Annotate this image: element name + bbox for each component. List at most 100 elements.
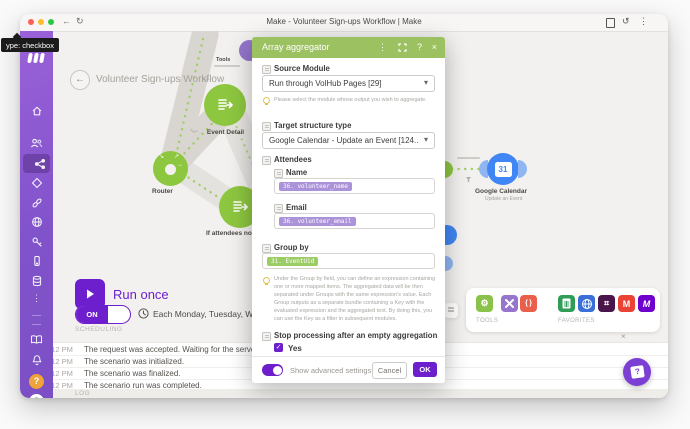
group-by-hint: Under the Group by field, you can define… — [274, 276, 436, 322]
yes-checkbox[interactable]: ✓ — [274, 343, 283, 352]
run-once-label: Run once — [113, 287, 169, 302]
traffic-minimize-icon[interactable] — [38, 19, 44, 25]
sidebar-item-datastores[interactable] — [20, 275, 53, 287]
sidebar-help-icon[interactable]: ? — [29, 374, 44, 389]
link-icon — [31, 198, 42, 208]
browser-menu-icon[interactable]: ⋮ — [639, 16, 648, 26]
text-parser-brackets-icon[interactable]: { } — [520, 295, 537, 312]
map-toggle-icon[interactable] — [274, 169, 283, 178]
cancel-button[interactable]: Cancel — [372, 362, 407, 379]
hint-bulb-icon — [263, 97, 270, 105]
modal-close-icon[interactable]: × — [431, 42, 437, 52]
back-icon[interactable]: ← — [62, 16, 71, 26]
http-globe-icon[interactable] — [578, 295, 595, 312]
toolbar-drag-tab[interactable] — [444, 303, 458, 318]
log-message: The request was accepted. Waiting for th… — [84, 345, 259, 354]
log-time: 7:12 PM — [45, 345, 73, 354]
modal-header[interactable]: Array aggregator ⋮ ? × — [252, 37, 445, 58]
map-toggle-icon[interactable] — [262, 156, 271, 165]
ok-button[interactable]: OK — [413, 362, 437, 377]
attendees-email-input[interactable]: 36. volunteer_email — [274, 213, 435, 229]
avatar-head — [34, 397, 39, 398]
modal-help-icon[interactable]: ? — [416, 42, 422, 52]
help-bubble-button[interactable]: ? — [623, 358, 651, 386]
browser-titlebar: ← ↻ Make - Volunteer Sign-ups Workflow |… — [20, 14, 668, 32]
play-icon — [87, 289, 94, 299]
make-logo — [27, 53, 33, 63]
sidebar-more-icon[interactable]: ⋮ — [32, 293, 41, 303]
database-icon — [32, 275, 41, 287]
stop-processing-label: Stop processing after an empty aggregati… — [274, 331, 438, 340]
google-sheets-icon[interactable] — [558, 295, 575, 312]
schedule-text[interactable]: Each Monday, Tuesday, Wednesday — [153, 309, 291, 319]
map-toggle-icon[interactable] — [262, 65, 271, 74]
router-node[interactable]: ↘ ↗ → — [153, 151, 188, 186]
sidebar-item-templates[interactable] — [20, 177, 53, 189]
scenario-power-toggle[interactable]: ON — [75, 305, 131, 324]
eventuid-token[interactable]: 31. EventUid — [267, 256, 319, 266]
map-toggle-icon[interactable] — [262, 244, 271, 253]
make-icon[interactable]: M — [638, 295, 655, 312]
browser-tab-title: Make - Volunteer Sign-ups Workflow | Mak… — [266, 17, 422, 26]
clock-icon — [138, 308, 149, 319]
make-logo — [39, 53, 45, 63]
attendees-name-input[interactable]: 36. volunteer_name — [274, 178, 435, 194]
traffic-close-icon[interactable] — [28, 19, 34, 25]
toolbar-close-icon[interactable]: × — [621, 332, 626, 341]
document-icon — [233, 201, 249, 212]
source-module-select[interactable]: Run through VolHub Pages [29] ▾ — [262, 75, 435, 92]
reload-icon[interactable]: ↻ — [76, 16, 84, 26]
event-details-node[interactable] — [204, 84, 246, 126]
calendar-31-icon: 31 — [494, 161, 512, 177]
users-icon — [30, 138, 43, 148]
gmail-icon[interactable]: M — [618, 295, 635, 312]
sidebar-item-docs[interactable] — [20, 334, 53, 345]
sidebar-item-devices[interactable] — [20, 255, 53, 267]
run-once-button[interactable] — [75, 279, 105, 309]
scenarios-share-icon — [23, 158, 56, 170]
flow-control-gear-icon[interactable]: ⚙ — [476, 295, 493, 312]
router-label: Router — [152, 188, 173, 195]
group-by-input[interactable]: 31. EventUid — [262, 253, 435, 269]
map-toggle-icon[interactable] — [262, 122, 271, 131]
sidebar-item-scenarios-active[interactable] — [23, 154, 50, 173]
modal-title: Array aggregator — [262, 42, 330, 52]
log-message: The scenario was finalized. — [84, 369, 181, 378]
drag-handle-icon — [448, 307, 454, 309]
sidebar-item-notifications[interactable] — [20, 354, 53, 366]
help-card-icon: ? — [629, 365, 645, 379]
modal-menu-icon[interactable]: ⋮ — [378, 42, 387, 52]
advanced-settings-label: Show advanced settings — [290, 366, 372, 375]
sidebar-item-webhooks[interactable] — [20, 216, 53, 228]
slack-icon[interactable]: ⌗ — [598, 295, 615, 312]
home-icon — [32, 106, 41, 116]
group-by-label: Group by — [274, 243, 309, 252]
log-section-label: LOG — [75, 390, 91, 397]
google-calendar-node[interactable]: 31 — [487, 153, 519, 185]
share-icon[interactable] — [606, 18, 615, 28]
chevron-down-icon: ▾ — [423, 135, 428, 144]
sidebar-item-team[interactable] — [20, 137, 53, 149]
array-aggregator-modal: Array aggregator ⋮ ? × Source Module Run… — [252, 37, 445, 383]
map-toggle-icon[interactable] — [262, 332, 271, 341]
source-module-value: Run through VolHub Pages [29] — [269, 79, 382, 88]
user-avatar[interactable] — [29, 394, 44, 398]
sidebar-item-keys[interactable] — [20, 236, 53, 248]
attendees-name-label: Name — [286, 168, 308, 177]
volunteer-email-token[interactable]: 36. volunteer_email — [279, 216, 356, 226]
advanced-settings-toggle[interactable] — [262, 364, 283, 376]
back-to-scenarios-button[interactable]: ← — [70, 70, 90, 90]
map-toggle-icon[interactable] — [274, 204, 283, 213]
modal-expand-icon[interactable] — [398, 43, 407, 52]
tab-switcher-icon[interactable]: ↺ — [622, 16, 630, 26]
tools-node-sublabel-smudge — [214, 65, 240, 67]
modal-footer: Show advanced settings Cancel OK — [252, 356, 445, 384]
sidebar-item-home[interactable] — [20, 105, 53, 117]
volunteer-name-token[interactable]: 36. volunteer_name — [279, 181, 353, 191]
tools-wrench-icon[interactable] — [501, 295, 518, 312]
make-logo — [33, 53, 39, 63]
sidebar-item-connections[interactable] — [20, 197, 53, 209]
traffic-zoom-icon[interactable] — [48, 19, 54, 25]
target-structure-select[interactable]: Google Calendar - Update an Event [124..… — [262, 132, 435, 149]
power-on-label: ON — [76, 306, 108, 323]
